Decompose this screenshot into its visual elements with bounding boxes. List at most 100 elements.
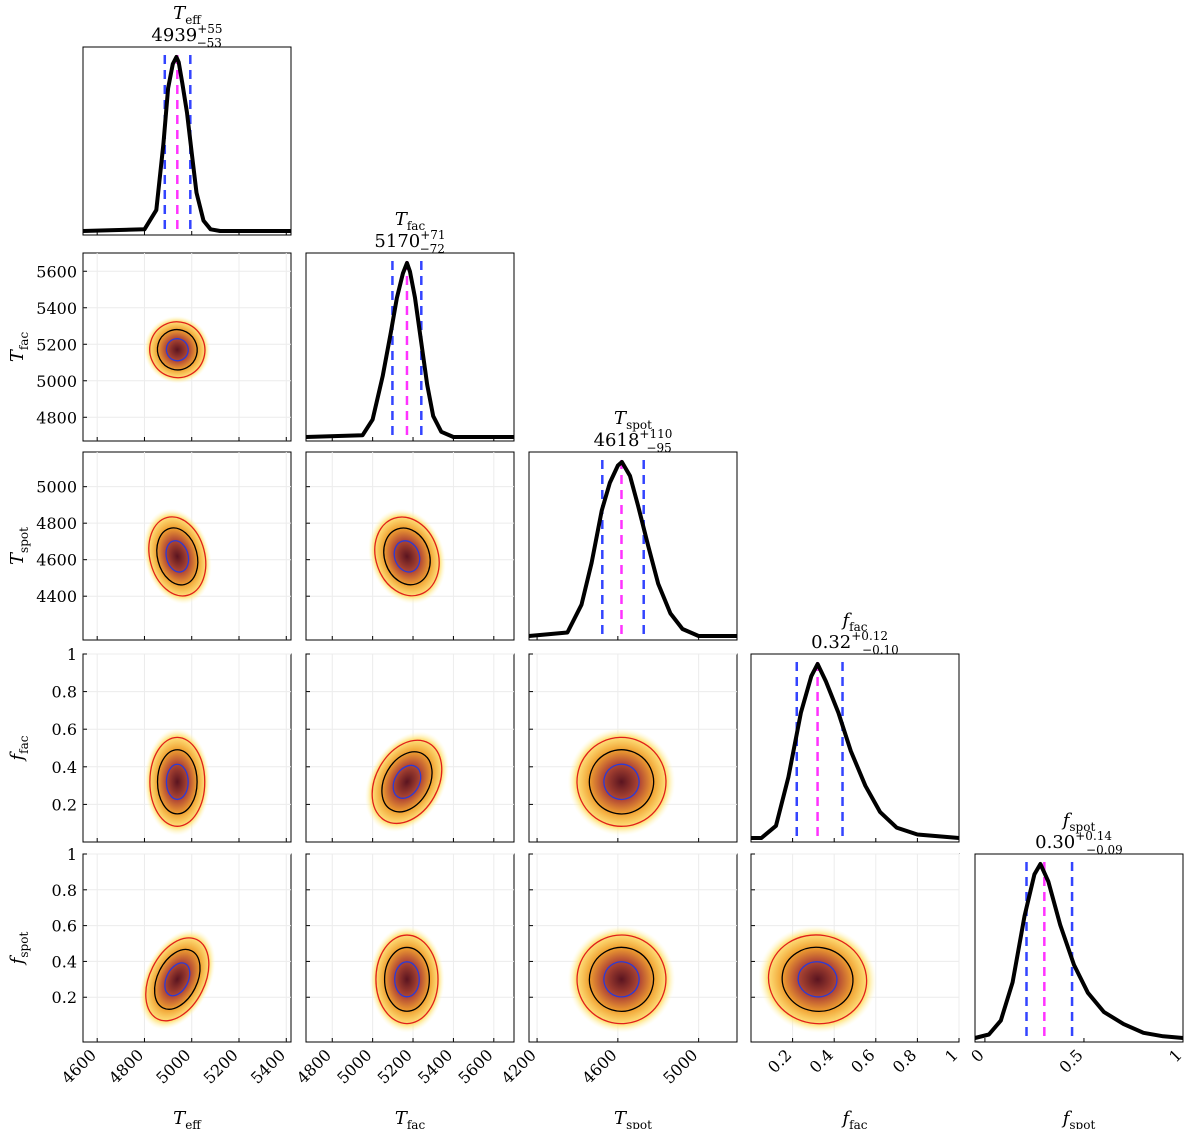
x-tick-label: 4600 [58, 1045, 100, 1087]
y-tick-label: 4400 [36, 587, 77, 606]
contour-inner [394, 961, 420, 998]
y-tick-label: 1 [67, 645, 77, 664]
y-axis-label-t-fac-symbol: T [7, 348, 28, 362]
median-value: 4939 [151, 25, 197, 46]
median-value: 5170 [374, 231, 420, 252]
panel-t-spot-vs-t-fac [305, 451, 515, 641]
contour-mid [588, 749, 655, 815]
x-tick-label: 0.4 [806, 1045, 837, 1076]
y-tick-label: 4800 [36, 408, 77, 427]
title-value-t-spot: 4618+110 −95 [594, 427, 673, 455]
contour-inner [392, 764, 422, 799]
y-axis-label-f-fac: ffac [7, 735, 31, 762]
median-value: 0.30 [1035, 832, 1075, 853]
title-f-fac-sub: fac [849, 620, 868, 634]
x-axis-label-f-fac: ffac [841, 1108, 868, 1129]
panel-f-fac-vs-f-fac [750, 653, 960, 843]
median-value: 4618 [594, 430, 640, 451]
err-plus: +0.12 [851, 629, 888, 643]
panel-frame [82, 46, 292, 236]
x-tick-label: 0.8 [889, 1045, 920, 1076]
x-axis-label-t-fac-symbol: T [395, 1108, 409, 1129]
panel-t-fac-vs-t-fac [305, 252, 515, 442]
title-value-t-fac: 5170+71 −72 [374, 228, 445, 256]
y-tick-label: 5600 [36, 262, 77, 281]
marginal-hist-f-spot [974, 862, 1184, 1040]
y-tick-label: 0.8 [52, 881, 77, 900]
y-axis-label-t-spot-symbol: T [7, 551, 28, 565]
x-tick-label: 5400 [414, 1045, 456, 1087]
x-tick-label: 5200 [374, 1045, 416, 1087]
density-t-spot-vs-t-fac [368, 508, 446, 604]
y-tick-label: 0.4 [52, 952, 77, 971]
title-t-fac: Tfac [395, 209, 426, 233]
x-axis-label-t-eff: Teff [173, 1108, 202, 1129]
title-t-spot-symbol: T [614, 408, 628, 429]
panel-f-fac-vs-t-spot [528, 653, 738, 843]
contour-outer [149, 736, 206, 827]
y-tick-label: 5000 [36, 478, 77, 497]
density-f-spot-vs-f-fac [758, 925, 877, 1034]
x-tick-label: 0 [967, 1045, 988, 1066]
density-f-fac-vs-t-spot [567, 728, 676, 836]
err-plus: +0.14 [1075, 829, 1112, 843]
panel-f-fac-vs-t-fac [305, 653, 515, 843]
err-minus: −53 [197, 36, 222, 50]
marginal-hist-t-spot [528, 460, 737, 638]
y-axis-label-f-spot: fspot [7, 932, 31, 967]
panel-frame [974, 853, 1184, 1043]
x-axis-label-t-spot-sub: spot [626, 1118, 652, 1129]
title-t-eff-sub: eff [185, 13, 202, 27]
contour-outer [371, 739, 443, 825]
title-t-spot-sub: spot [626, 418, 652, 432]
x-tick-label: 0.2 [764, 1045, 795, 1076]
density-f-spot-vs-t-spot [567, 925, 676, 1033]
contour-mid [588, 946, 655, 1012]
x-tick-label: 4600 [578, 1045, 620, 1087]
y-tick-label: 4600 [36, 551, 77, 570]
title-t-fac-symbol: T [395, 209, 409, 230]
title-t-spot: Tspot [614, 408, 652, 432]
panel-t-spot-vs-t-eff: 4400 4600 4800 5000 [36, 451, 292, 641]
marginal-hist-f-fac [751, 662, 960, 840]
density-t-spot-vs-t-eff [142, 508, 212, 605]
panel-t-spot-vs-t-spot [528, 451, 738, 641]
err-plus: +110 [639, 427, 672, 441]
x-axis-label-f-spot-sub: spot [1069, 1118, 1095, 1129]
contour-mid [381, 751, 433, 813]
y-tick-label: 5400 [36, 299, 77, 318]
contour-inner [165, 763, 189, 801]
panel-f-spot-vs-t-spot: 4200 4600 5000 [498, 853, 738, 1088]
y-tick-label: 5200 [36, 335, 77, 354]
y-tick-label: 0.6 [52, 917, 77, 936]
err-minus: −95 [646, 441, 671, 455]
title-t-fac-sub: fac [407, 219, 426, 233]
x-tick-label: 0.5 [1055, 1045, 1086, 1076]
density-f-spot-vs-t-eff [139, 929, 216, 1030]
panel-t-eff-vs-t-eff [82, 46, 292, 236]
title-t-eff-symbol: T [173, 3, 187, 24]
y-axis-label-t-fac-sub: fac [17, 332, 31, 351]
panel-f-spot-vs-t-eff: 0.2 0.4 0.6 0.8 1 4600 4800 5000 5200 5400 [52, 845, 292, 1088]
x-axis-label-f-fac-sub: fac [849, 1118, 868, 1129]
contour-outer [145, 937, 210, 1022]
density-fill [144, 728, 211, 836]
title-f-spot-sub: spot [1069, 820, 1095, 834]
x-tick-label: 4200 [498, 1045, 540, 1087]
density-f-spot-vs-t-fac [369, 925, 445, 1033]
x-tick-label: 5000 [659, 1045, 701, 1087]
contour-inner [165, 540, 190, 573]
contour-inner [165, 338, 189, 362]
contour-inner [797, 961, 838, 998]
contour-mid [153, 948, 201, 1010]
contour-mid [156, 749, 198, 815]
err-minus: −72 [420, 242, 445, 256]
density-f-fac-vs-t-eff [144, 728, 211, 836]
x-tick-label: 5400 [247, 1045, 289, 1087]
x-axis-label-t-eff-symbol: T [173, 1108, 187, 1129]
x-tick-label: 1 [1165, 1045, 1186, 1066]
x-tick-label: 5000 [152, 1045, 194, 1087]
y-axis-label-f-spot-sub: spot [17, 932, 31, 958]
